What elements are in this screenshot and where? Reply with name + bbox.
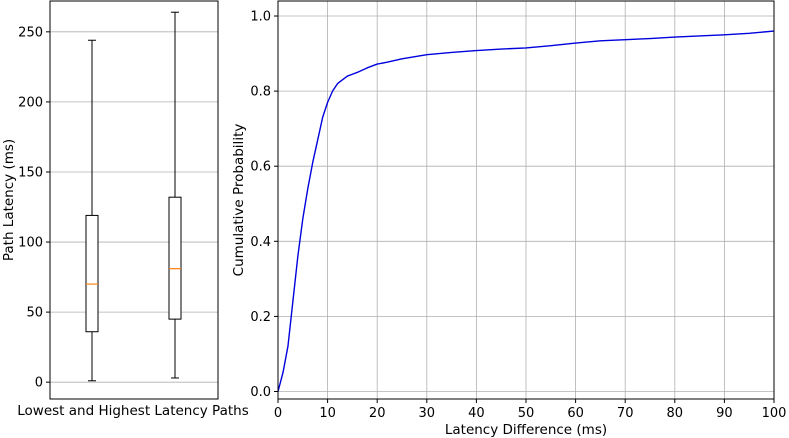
box-2 bbox=[168, 11, 182, 379]
cdf-y-tick-label: 0.0 bbox=[250, 385, 271, 400]
box-iqr bbox=[85, 214, 99, 333]
cdf-x-tick-label: 50 bbox=[518, 406, 535, 421]
boxplot-gridlines bbox=[50, 31, 218, 383]
cdf-chart: 0 10 20 30 40 50 60 70 80 90 100 0.0 0.2 0.4 0.6 0.8 1.… bbox=[231, 0, 787, 438]
cdf-x-tick-label: 90 bbox=[716, 406, 733, 421]
boxplot-y-tick-label: 50 bbox=[26, 306, 43, 321]
cdf-y-tick-label: 0.4 bbox=[250, 235, 271, 250]
box-1 bbox=[85, 39, 99, 382]
cdf-x-tick-label: 60 bbox=[567, 406, 584, 421]
cdf-x-tick-label: 20 bbox=[369, 406, 386, 421]
boxplot-y-axis-label: Path Latency (ms) bbox=[1, 139, 17, 261]
boxplot-boxes bbox=[85, 11, 182, 382]
cdf-series bbox=[277, 30, 775, 392]
boxplot-x-axis-label: Lowest and Highest Latency Paths bbox=[17, 403, 249, 419]
cdf-x-tick-label: 100 bbox=[762, 406, 787, 421]
boxplot-chart: 0 50 100 150 200 250 Lowest and Highest Laten… bbox=[1, 0, 249, 419]
cdf-x-tick-label: 30 bbox=[419, 406, 436, 421]
boxplot-y-tick-label: 150 bbox=[18, 165, 43, 180]
cdf-y-tick-label: 0.8 bbox=[250, 85, 271, 100]
cdf-x-tick-label: 10 bbox=[319, 406, 336, 421]
boxplot-plot-frame bbox=[49, 0, 219, 400]
cdf-y-ticks: 0.0 0.2 0.4 0.6 0.8 1.0 bbox=[250, 10, 278, 400]
cdf-y-axis-label: Cumulative Probability bbox=[231, 124, 247, 277]
cdf-gridlines bbox=[277, 1, 775, 399]
boxplot-y-tick-label: 250 bbox=[18, 25, 43, 40]
cdf-x-axis-label: Latency Difference (ms) bbox=[445, 422, 607, 438]
box-iqr bbox=[168, 196, 182, 320]
cdf-line bbox=[277, 30, 775, 392]
boxplot-y-tick-label: 200 bbox=[18, 95, 43, 110]
cdf-y-tick-label: 1.0 bbox=[250, 10, 271, 25]
cdf-x-tick-label: 70 bbox=[617, 406, 634, 421]
cdf-x-ticks: 0 10 20 30 40 50 60 70 80 90 100 bbox=[274, 399, 787, 421]
cdf-y-tick-label: 0.6 bbox=[250, 160, 271, 175]
boxplot-y-tick-label: 100 bbox=[18, 236, 43, 251]
cdf-y-tick-label: 0.2 bbox=[250, 310, 271, 325]
cdf-x-tick-label: 0 bbox=[274, 406, 282, 421]
cdf-x-tick-label: 40 bbox=[468, 406, 485, 421]
boxplot-y-tick-label: 0 bbox=[35, 376, 43, 391]
cdf-x-tick-label: 80 bbox=[667, 406, 684, 421]
boxplot-y-ticks: 0 50 100 150 200 250 bbox=[18, 25, 50, 391]
